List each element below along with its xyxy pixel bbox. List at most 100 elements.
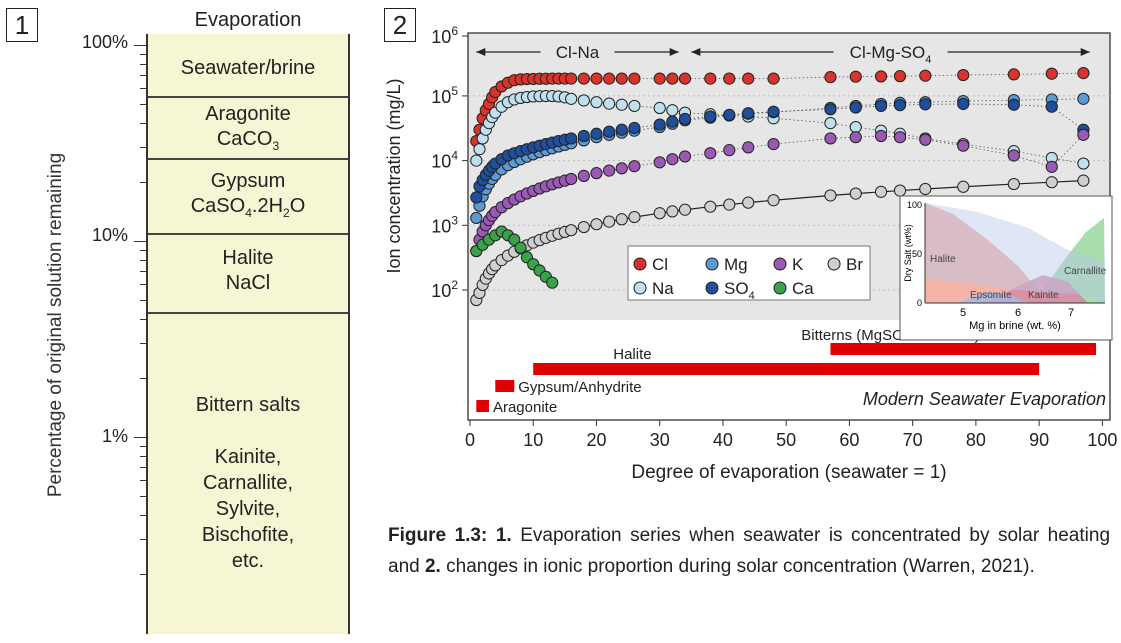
data-point-k: [590, 167, 603, 180]
left-axis-minor-tick: [140, 75, 146, 77]
data-point-br: [723, 198, 736, 211]
zone-halite-formula: NaCl: [225, 272, 271, 294]
data-point-so4: [628, 121, 641, 135]
zone-gypsum: Gypsum CaSO4.2H2O: [148, 169, 348, 226]
zone-seawater: Seawater/brine: [148, 56, 348, 81]
data-point-cl: [1045, 67, 1058, 80]
data-point-so4: [824, 103, 837, 116]
inset-ytick-100: 100: [907, 200, 922, 210]
legend-marker-br: [827, 257, 841, 271]
x-axis-label: Degree of evaporation (seawater = 1): [631, 462, 946, 483]
inset-ytick-50: 50: [912, 249, 922, 259]
data-point-k: [849, 131, 862, 144]
legend-box: [627, 245, 871, 301]
zone-bittern-etc: etc.: [231, 550, 265, 572]
data-point-br: [849, 187, 862, 200]
legend-marker-na: [633, 281, 647, 295]
left-axis-minor-tick: [140, 318, 146, 320]
zone-divider: [148, 96, 348, 98]
zone-halite: Halite NaCl: [148, 246, 348, 296]
zone-divider: [148, 233, 348, 235]
data-point-so4: [470, 191, 483, 204]
data-point-br: [628, 210, 641, 224]
tick-label-1: 1%: [101, 426, 128, 446]
data-point-cl: [653, 72, 666, 85]
data-point-br: [1045, 176, 1058, 189]
data-point-so4: [742, 107, 755, 120]
x-tick-label: 80: [966, 430, 986, 450]
legend-marker-so4: [705, 281, 719, 295]
range-arrows: Cl-Na Cl-Mg-SO4: [476, 43, 1090, 66]
caption-part2-text: changes in ionic proportion during solar…: [446, 556, 1035, 577]
x-tick-label: 10: [523, 430, 543, 450]
mineral-bar-label: Aragonite: [493, 399, 557, 416]
left-axis-minor-tick: [140, 259, 146, 261]
range-arrow-head: [669, 48, 679, 56]
data-point-so4: [590, 127, 603, 140]
panel-number-1: 1: [6, 8, 38, 42]
caption-part1-text: Evaporation series when seawater is conc…: [388, 525, 1111, 577]
tick-label-100: 100%: [81, 32, 128, 52]
left-axis-minor-tick: [140, 496, 146, 497]
data-point-k: [723, 144, 736, 157]
legend-items: Cl Na Mg SO4 K Br Ca: [633, 255, 863, 302]
data-point-na: [824, 116, 837, 130]
data-point-na: [1077, 157, 1090, 170]
inset-label-epsomite: Epsomite: [970, 290, 1012, 301]
legend-label-na: Na: [652, 279, 674, 298]
zone-aragonite-formula: CaCO3: [216, 128, 280, 153]
data-point-br: [565, 224, 578, 237]
data-point-so4: [577, 129, 590, 143]
data-point-br: [919, 182, 932, 196]
zone-bittern-title: Bittern salts: [195, 394, 301, 416]
zone-bittern-sylvite: Sylvite,: [215, 498, 281, 520]
range-arrow-head: [476, 48, 486, 56]
left-axis-minor-tick: [140, 539, 146, 541]
data-point-br: [742, 196, 755, 209]
data-point-cl: [678, 72, 692, 85]
data-point-br: [893, 184, 907, 197]
data-point-k: [893, 131, 907, 144]
series-so4: [470, 97, 1090, 204]
data-point-so4: [603, 125, 616, 138]
caption-part1-number: 1.: [495, 525, 512, 546]
left-axis-minor-tick: [140, 480, 146, 482]
zone-halite-name: Halite: [222, 247, 274, 269]
data-point-cl: [742, 72, 755, 85]
data-point-so4: [849, 101, 862, 114]
legend-marker-cl: [633, 257, 647, 271]
data-point-k: [824, 132, 837, 145]
zone-divider: [148, 312, 348, 314]
legend-marker-mg: [705, 257, 719, 271]
y-tick-label: 103: [431, 213, 458, 236]
data-point-k: [767, 137, 780, 151]
left-axis-major-tick: [134, 45, 146, 46]
data-point-ca: [546, 276, 559, 289]
series-ca: [470, 225, 559, 289]
legend: Cl Na Mg SO4 K Br Ca: [627, 245, 871, 302]
left-axis-minor-tick: [140, 573, 146, 575]
left-axis-minor-tick: [140, 284, 146, 286]
data-point-na: [603, 97, 616, 110]
left-axis-minor-tick: [140, 445, 146, 447]
zone-aragonite-name: Aragonite: [205, 103, 291, 125]
evaporation-column: Seawater/brine Aragonite CaCO3 Gypsum Ca…: [146, 34, 350, 634]
range-label-1: Cl-Mg-SO4: [850, 43, 932, 66]
inset-xtick-6: 6: [1015, 307, 1021, 319]
data-point-br: [603, 215, 616, 228]
legend-label-ca: Ca: [792, 279, 814, 298]
inset-region-blue-fill: [925, 203, 1105, 303]
data-point-k: [666, 153, 679, 166]
left-axis-major-tick: [134, 437, 146, 438]
data-point-na: [565, 92, 578, 105]
data-point-so4: [615, 123, 628, 136]
data-point-so4: [723, 108, 736, 121]
data-point-k: [874, 129, 888, 143]
zone-bittern-spacer: [148, 418, 348, 444]
x-tick-label: 90: [1029, 430, 1049, 450]
inset-x-label: Mg in brine (wt. %): [969, 320, 1061, 332]
data-point-mg: [470, 211, 483, 225]
left-axis-minor-tick: [140, 147, 146, 149]
data-point-cl: [1007, 68, 1020, 81]
inset-label-kainite: Kainite: [1028, 290, 1059, 301]
